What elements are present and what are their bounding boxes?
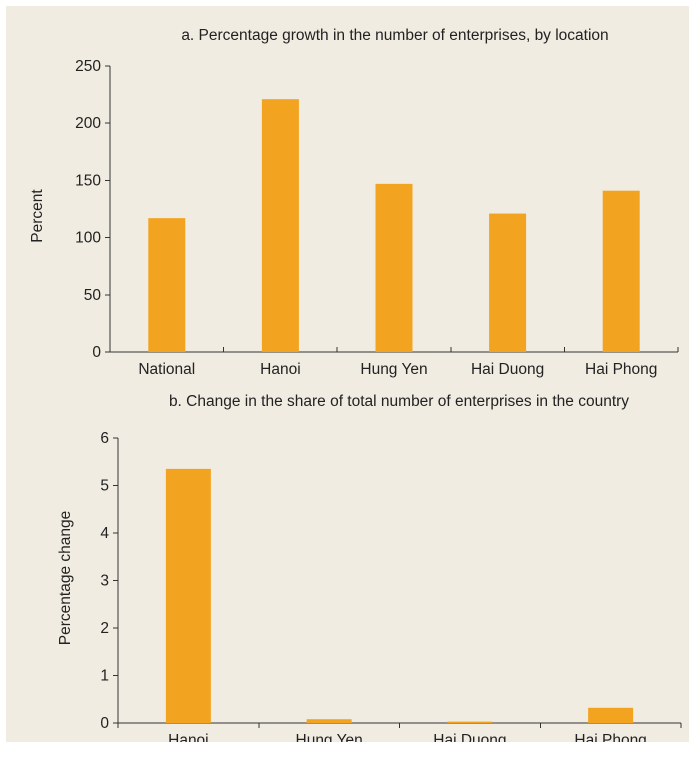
chart-a-y-tick-label: 50 [84,287,102,304]
chart-a-y-tick-label: 150 [75,172,101,189]
chart-a-bar [375,183,413,352]
chart-b-y-tick-label: 1 [100,668,109,685]
chart-a-y-tick-label: 100 [75,230,101,247]
chart-b-y-tick-label: 5 [100,478,109,495]
chart-b-bar [447,721,493,723]
chart-b-x-tick-label: Hung Yen [296,732,363,742]
chart-a-y-tick-label: 200 [75,115,101,132]
chart-a-marks: 0 50 100 150 200 250 National Hanoi Hung Yen Hai … [75,58,679,378]
chart-a-y-axis-label: Percent [29,189,46,243]
chart-b-y-tick-label: 3 [100,573,109,590]
chart-a-enterprise-growth: a. Percentage growth in the number of en… [29,27,679,378]
chart-a-bar [489,213,527,352]
chart-a-title: a. Percentage growth in the number of en… [181,27,608,44]
chart-a-x-tick-label: Hanoi [260,361,301,378]
chart-b-share-change: b. Change in the share of total number o… [57,393,682,742]
chart-a-x-tick-label: Hai Duong [471,361,544,378]
chart-b-x-tick-label: Hanoi [168,732,209,742]
chart-b-y-tick-label: 6 [100,430,109,447]
chart-b-marks: 0 1 2 3 4 5 6 Hanoi Hung Yen Hai Duong Hai Phong [100,430,682,742]
chart-a-y-tick-label: 0 [92,344,101,361]
chart-a-x-tick-label: Hung Yen [360,361,427,378]
charts-svg: a. Percentage growth in the number of en… [29,27,682,742]
chart-b-title: b. Change in the share of total number o… [169,393,629,410]
figure-panel: a. Percentage growth in the number of en… [6,6,689,742]
chart-a-bar [602,190,640,352]
chart-b-x-tick-label: Hai Phong [574,732,646,742]
chart-b-bar [165,468,211,723]
chart-b-bar [588,707,634,723]
chart-b-y-tick-label: 0 [100,715,109,732]
chart-b-y-tick-label: 2 [100,620,109,637]
chart-b-bar [306,719,352,723]
chart-b-y-axis-label: Percentage change [57,511,74,645]
chart-a-bar [261,99,299,353]
chart-a-x-tick-label: National [138,361,195,378]
chart-a-x-tick-label: Hai Phong [585,361,657,378]
chart-b-y-tick-label: 4 [100,525,109,542]
chart-a-y-tick-label: 250 [75,58,101,75]
chart-b-x-tick-label: Hai Duong [433,732,506,742]
chart-a-bar [148,218,186,352]
